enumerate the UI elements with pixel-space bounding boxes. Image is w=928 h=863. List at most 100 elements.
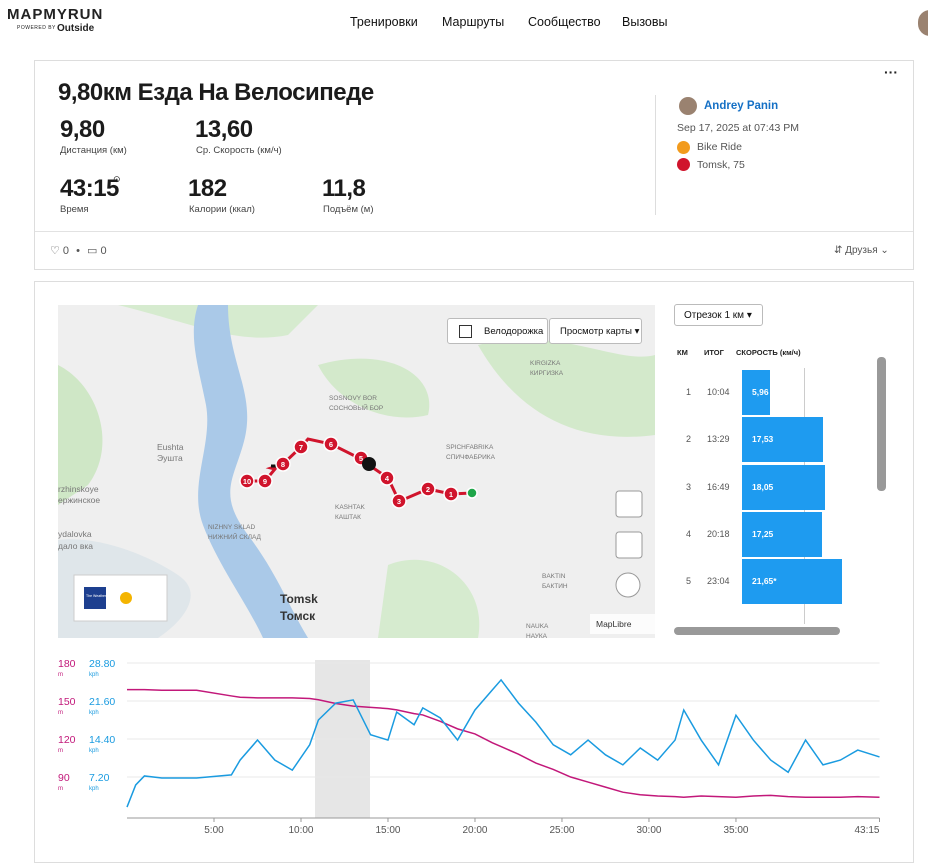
split-bar: [742, 417, 823, 463]
stat-label: Ср. Скорость (км/ч): [196, 145, 282, 156]
split-total: 13:29: [707, 434, 730, 445]
route-marker: [379, 470, 395, 486]
y2-tick-label: 14.40: [89, 734, 115, 746]
brand: Outside: [57, 23, 95, 34]
author-avatar[interactable]: [679, 97, 697, 115]
series-line: [126, 678, 880, 808]
y2-tick-label: 28.80: [89, 658, 115, 670]
logo[interactable]: MAPMYRUN: [7, 6, 104, 23]
privacy-menu[interactable]: ⇵ Друзья ⌄: [834, 245, 889, 256]
location: Tomsk, 75: [697, 159, 745, 171]
workout-date: Sep 17, 2025 at 07:43 PM: [677, 122, 800, 134]
split-bar: [742, 464, 826, 510]
route-marker: [239, 473, 255, 489]
page: {"header":{"logo":"MAPMYRUN","powered":"…: [7, 6, 928, 863]
position-marker: [362, 457, 376, 471]
route-marker-label: 3: [397, 497, 401, 506]
bike-lane-label: Велодорожка: [484, 326, 544, 337]
map-label: Eushta: [157, 442, 184, 452]
map-label: KASHTAK: [335, 504, 366, 511]
stat-label: Калории (ккал): [189, 204, 255, 215]
map-view-label: Просмотр карты: [560, 326, 632, 337]
split-dropdown-label: Отрезок 1 км: [684, 310, 745, 321]
like-button[interactable]: ♡ 0 • ▭ 0: [50, 245, 107, 257]
map-label: Tomsk: [280, 592, 318, 606]
bike-lane-toggle[interactable]: Велодорожка: [447, 318, 548, 344]
split-speed-label: 21,65*: [752, 576, 777, 587]
stat-label: Дистанция (км): [60, 145, 127, 156]
split-bar: [742, 511, 822, 557]
y2-unit-label: kph: [89, 672, 99, 678]
y-unit-label: m: [58, 672, 63, 678]
map-label: СОСНОВЫЙ БОР: [329, 403, 383, 412]
river: [193, 305, 308, 638]
map-label: Томск: [280, 609, 316, 623]
attribution[interactable]: MapLibre: [596, 619, 632, 629]
scrollbar-vertical[interactable]: [877, 357, 886, 491]
info-icon[interactable]: ⊙: [113, 174, 121, 184]
route-marker-label: 7: [299, 443, 303, 452]
compass-button[interactable]: [615, 572, 641, 598]
stat-value: 11,8: [322, 175, 366, 202]
stat-label: Время: [60, 204, 89, 215]
split-bar: [742, 370, 770, 415]
split-speed-label: 5,96: [752, 387, 769, 397]
weather-sun: [120, 592, 132, 604]
series-line: [127, 688, 880, 799]
map-label: BAKTIN: [542, 573, 566, 580]
map-label: КАШТАК: [335, 514, 361, 521]
fullscreen-button[interactable]: [615, 490, 643, 518]
like-count: 0: [62, 245, 70, 257]
elevation-speed-chart: 90 m 120 m 150 m 180 m 7.20 kph 14.40 kph 21.60 kph 28…: [58, 658, 880, 836]
map-label: ydalovka: [58, 529, 92, 539]
nav-item[interactable]: Сообщество: [528, 15, 601, 29]
route-marker-label: 10: [243, 477, 251, 486]
split-dropdown[interactable]: Отрезок 1 км ▾: [674, 304, 763, 326]
map-label: НИЖНИЙ СКЛАД: [208, 532, 262, 541]
y-unit-label: m: [58, 786, 63, 792]
y-unit-label: m: [58, 748, 63, 754]
y2-unit-label: kph: [89, 710, 99, 716]
map-label: SPICHFABRIKA: [446, 444, 494, 451]
x-tick-label: 43:15: [854, 825, 879, 836]
map-label: Эушта: [157, 453, 183, 463]
y-tick-label: 120: [58, 734, 76, 746]
stat-value: 9,80: [60, 116, 105, 143]
map-label: КИРГИЗКА: [530, 370, 564, 377]
more-menu[interactable]: ···: [884, 64, 898, 80]
map-label: SOSNOVY BOR: [329, 395, 377, 402]
split-header: КМ: [677, 348, 688, 357]
nav-item[interactable]: Вызовы: [622, 15, 668, 29]
map-label: НАУКА: [526, 633, 548, 638]
y-tick-label: 180: [58, 658, 76, 670]
privacy: Друзья: [845, 245, 878, 256]
stat-label: Подъём (м): [323, 204, 374, 215]
divider: [35, 231, 913, 232]
stat-value: 182: [188, 175, 227, 202]
route-marker: [293, 439, 309, 455]
avatar[interactable]: [918, 10, 928, 36]
route-marker-label: 6: [329, 440, 333, 449]
y2-unit-label: kph: [89, 786, 99, 792]
split-km: 1: [686, 387, 692, 397]
nav-item[interactable]: Маршруты: [442, 15, 505, 29]
scrollbar-horizontal[interactable]: [674, 627, 840, 635]
route-marker-label: 5: [359, 454, 363, 463]
split-total: 10:04: [707, 387, 730, 397]
workout-title: 9,80км Езда На Велосипеде: [58, 79, 374, 106]
map-label: KIRGIZKA: [530, 360, 561, 367]
nav-item[interactable]: Тренировки: [350, 15, 418, 29]
stat-value: 13,60: [195, 116, 253, 143]
split-header: СКОРОСТЬ (км/ч): [736, 348, 801, 357]
route-markers: 1 2 3 4 5 6 7 8 9 10: [239, 436, 459, 509]
locate-button[interactable]: [615, 531, 643, 559]
workout-card: [34, 60, 914, 270]
route: [247, 437, 473, 503]
author-name[interactable]: Andrey Panin: [704, 100, 779, 112]
y2-tick-label: 21.60: [89, 696, 115, 708]
y-unit-label: m: [58, 710, 63, 716]
map-view-dropdown[interactable]: Просмотр карты ▾: [549, 318, 642, 344]
split-speed-label: 17,25: [752, 528, 774, 539]
route-marker-label: 2: [426, 485, 430, 494]
